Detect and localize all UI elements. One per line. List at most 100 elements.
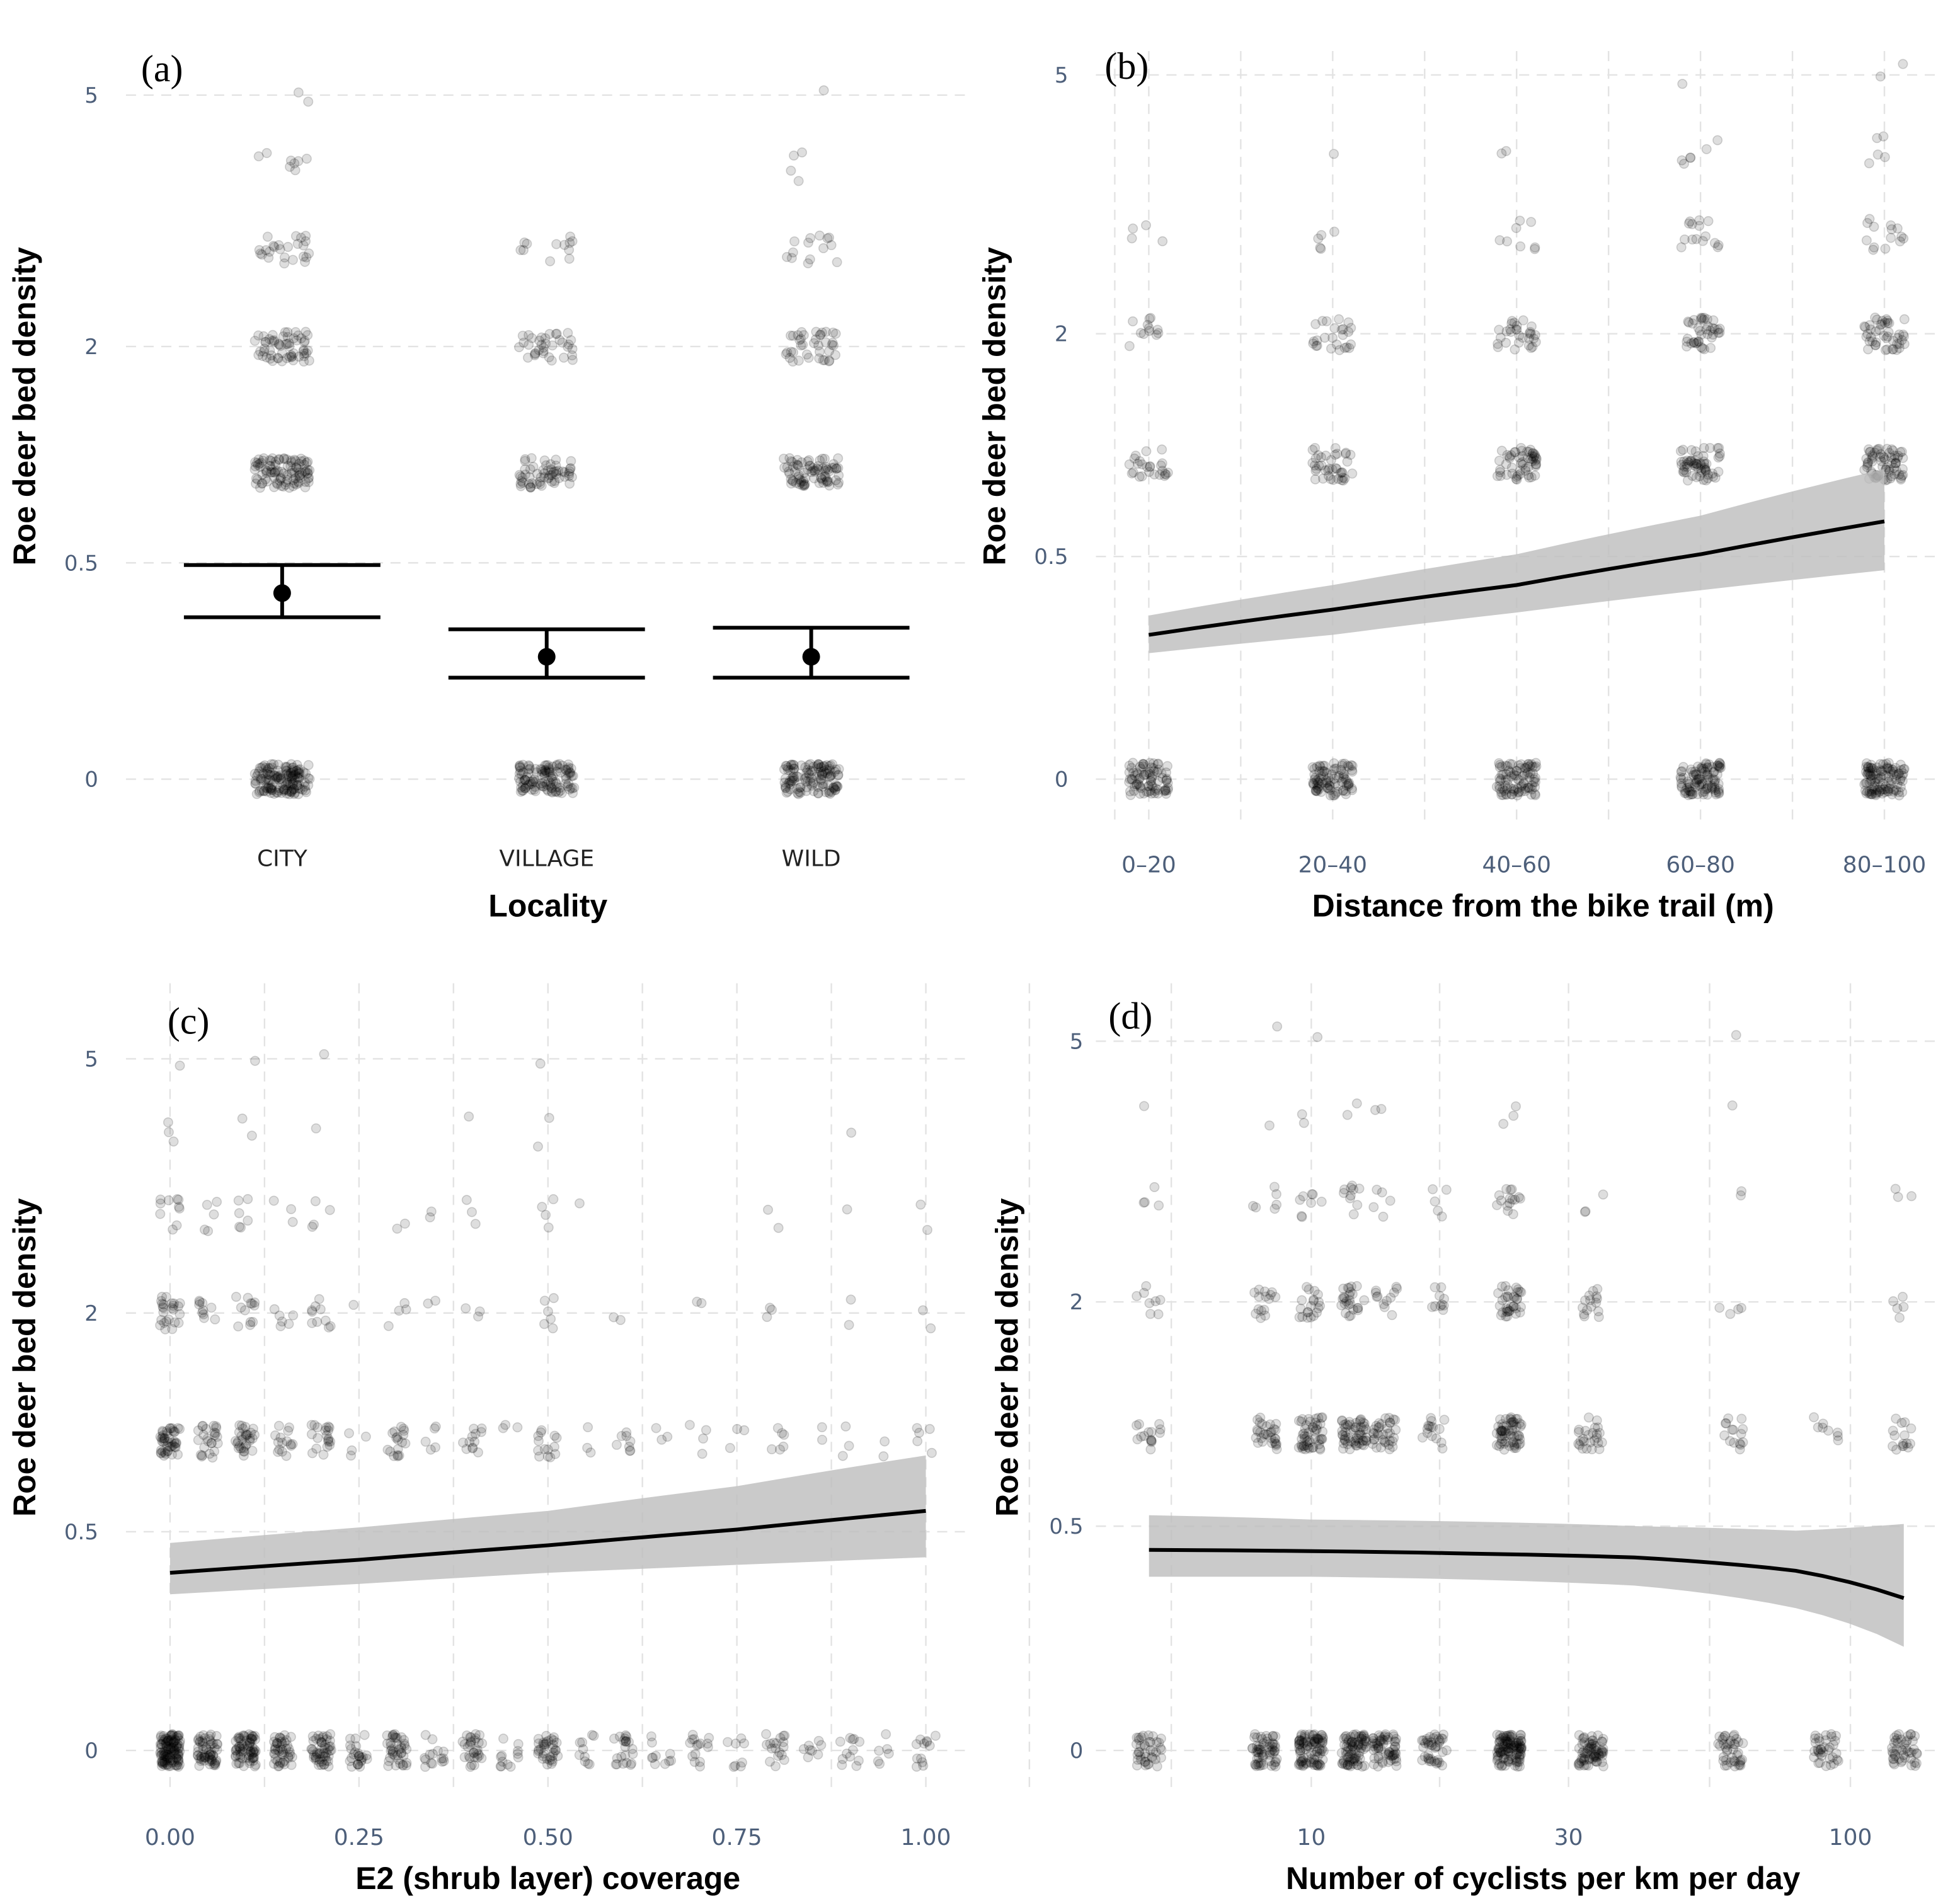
y-tick-label: 5: [1055, 63, 1069, 88]
data-point: [546, 786, 557, 797]
data-point: [567, 783, 578, 794]
data-point: [286, 455, 297, 466]
data-point: [286, 352, 297, 363]
data-point: [288, 355, 299, 365]
data-point: [246, 1298, 256, 1309]
data-point: [524, 340, 534, 350]
data-point: [775, 1444, 785, 1455]
data-point: [1869, 221, 1879, 232]
data-point: [1124, 761, 1135, 771]
data-point: [1888, 1425, 1898, 1436]
data-point: [272, 787, 282, 798]
data-point: [1703, 215, 1714, 226]
data-point: [546, 476, 557, 487]
data-point: [286, 759, 297, 769]
data-point: [289, 784, 299, 795]
y-tick-label: 0: [84, 1738, 98, 1764]
data-point: [470, 1428, 481, 1439]
data-point: [285, 461, 296, 471]
data-point: [1138, 1197, 1149, 1208]
data-point: [1515, 1434, 1525, 1445]
y-tick-label: 2: [84, 335, 98, 360]
data-point: [801, 786, 811, 796]
data-point: [545, 778, 556, 788]
data-point: [473, 1311, 483, 1322]
y-axis-label: Roe deer bed density: [7, 247, 42, 566]
data-point: [792, 454, 803, 465]
data-point: [212, 1197, 222, 1207]
data-point: [161, 1316, 172, 1327]
data-point: [260, 760, 270, 771]
x-tick-label: 1.00: [900, 1825, 951, 1851]
y-tick-label: 0.5: [1034, 544, 1068, 570]
data-point: [268, 759, 279, 769]
data-point: [255, 762, 265, 773]
data-point: [1331, 464, 1342, 474]
data-point: [1719, 1430, 1730, 1441]
data-point: [262, 783, 273, 794]
data-point: [1157, 458, 1167, 469]
data-point: [827, 759, 838, 769]
data-point: [911, 1739, 922, 1750]
data-point: [299, 336, 310, 347]
data-point: [563, 759, 574, 770]
data-point: [284, 338, 295, 348]
data-point: [1701, 144, 1712, 154]
data-point: [1380, 1413, 1391, 1423]
data-point: [551, 469, 561, 480]
data-point: [815, 766, 826, 777]
data-point: [1495, 471, 1506, 481]
data-point: [1872, 766, 1883, 776]
data-point: [1314, 760, 1325, 771]
data-point: [832, 257, 842, 268]
data-point: [1501, 326, 1512, 337]
data-point: [1433, 1205, 1443, 1216]
data-point: [565, 238, 575, 248]
data-point: [567, 350, 578, 361]
data-point: [1511, 1101, 1522, 1111]
data-point: [1872, 149, 1883, 160]
data-point: [1124, 341, 1135, 352]
data-point: [212, 1432, 222, 1442]
data-point: [1269, 1424, 1280, 1435]
data-point: [261, 464, 272, 475]
data-point: [517, 781, 528, 791]
data-point: [1593, 1306, 1603, 1317]
data-point: [289, 478, 300, 489]
data-point: [261, 786, 272, 797]
data-point: [1696, 467, 1707, 478]
data-point: [461, 1195, 472, 1205]
data-point: [535, 778, 546, 789]
data-point: [1884, 772, 1894, 783]
data-point: [234, 1221, 244, 1232]
data-point: [530, 786, 541, 796]
data-point: [1145, 1309, 1156, 1319]
data-point: [1511, 222, 1522, 233]
data-point: [515, 478, 526, 489]
x-tick-label: 0.25: [334, 1825, 384, 1851]
data-point: [1388, 1729, 1399, 1740]
data-point: [554, 473, 565, 483]
data-point: [292, 766, 302, 776]
data-point: [1893, 1192, 1903, 1202]
data-point: [922, 1224, 932, 1235]
data-point: [1297, 1295, 1307, 1306]
data-point: [296, 468, 307, 478]
mean-point: [537, 648, 556, 666]
data-point: [816, 762, 827, 772]
data-point: [197, 1451, 207, 1462]
data-point: [267, 779, 278, 790]
data-point: [281, 769, 292, 780]
data-point: [534, 345, 544, 355]
data-point: [530, 776, 541, 787]
data-point: [1253, 1304, 1264, 1314]
data-point: [287, 772, 297, 783]
data-point: [518, 767, 529, 778]
data-point: [560, 778, 571, 789]
y-tick-label: 0.5: [1049, 1514, 1083, 1539]
data-point: [553, 787, 564, 798]
data-point: [320, 1740, 331, 1750]
data-point: [263, 769, 273, 779]
data-point: [1594, 1444, 1605, 1454]
data-point: [286, 350, 297, 360]
